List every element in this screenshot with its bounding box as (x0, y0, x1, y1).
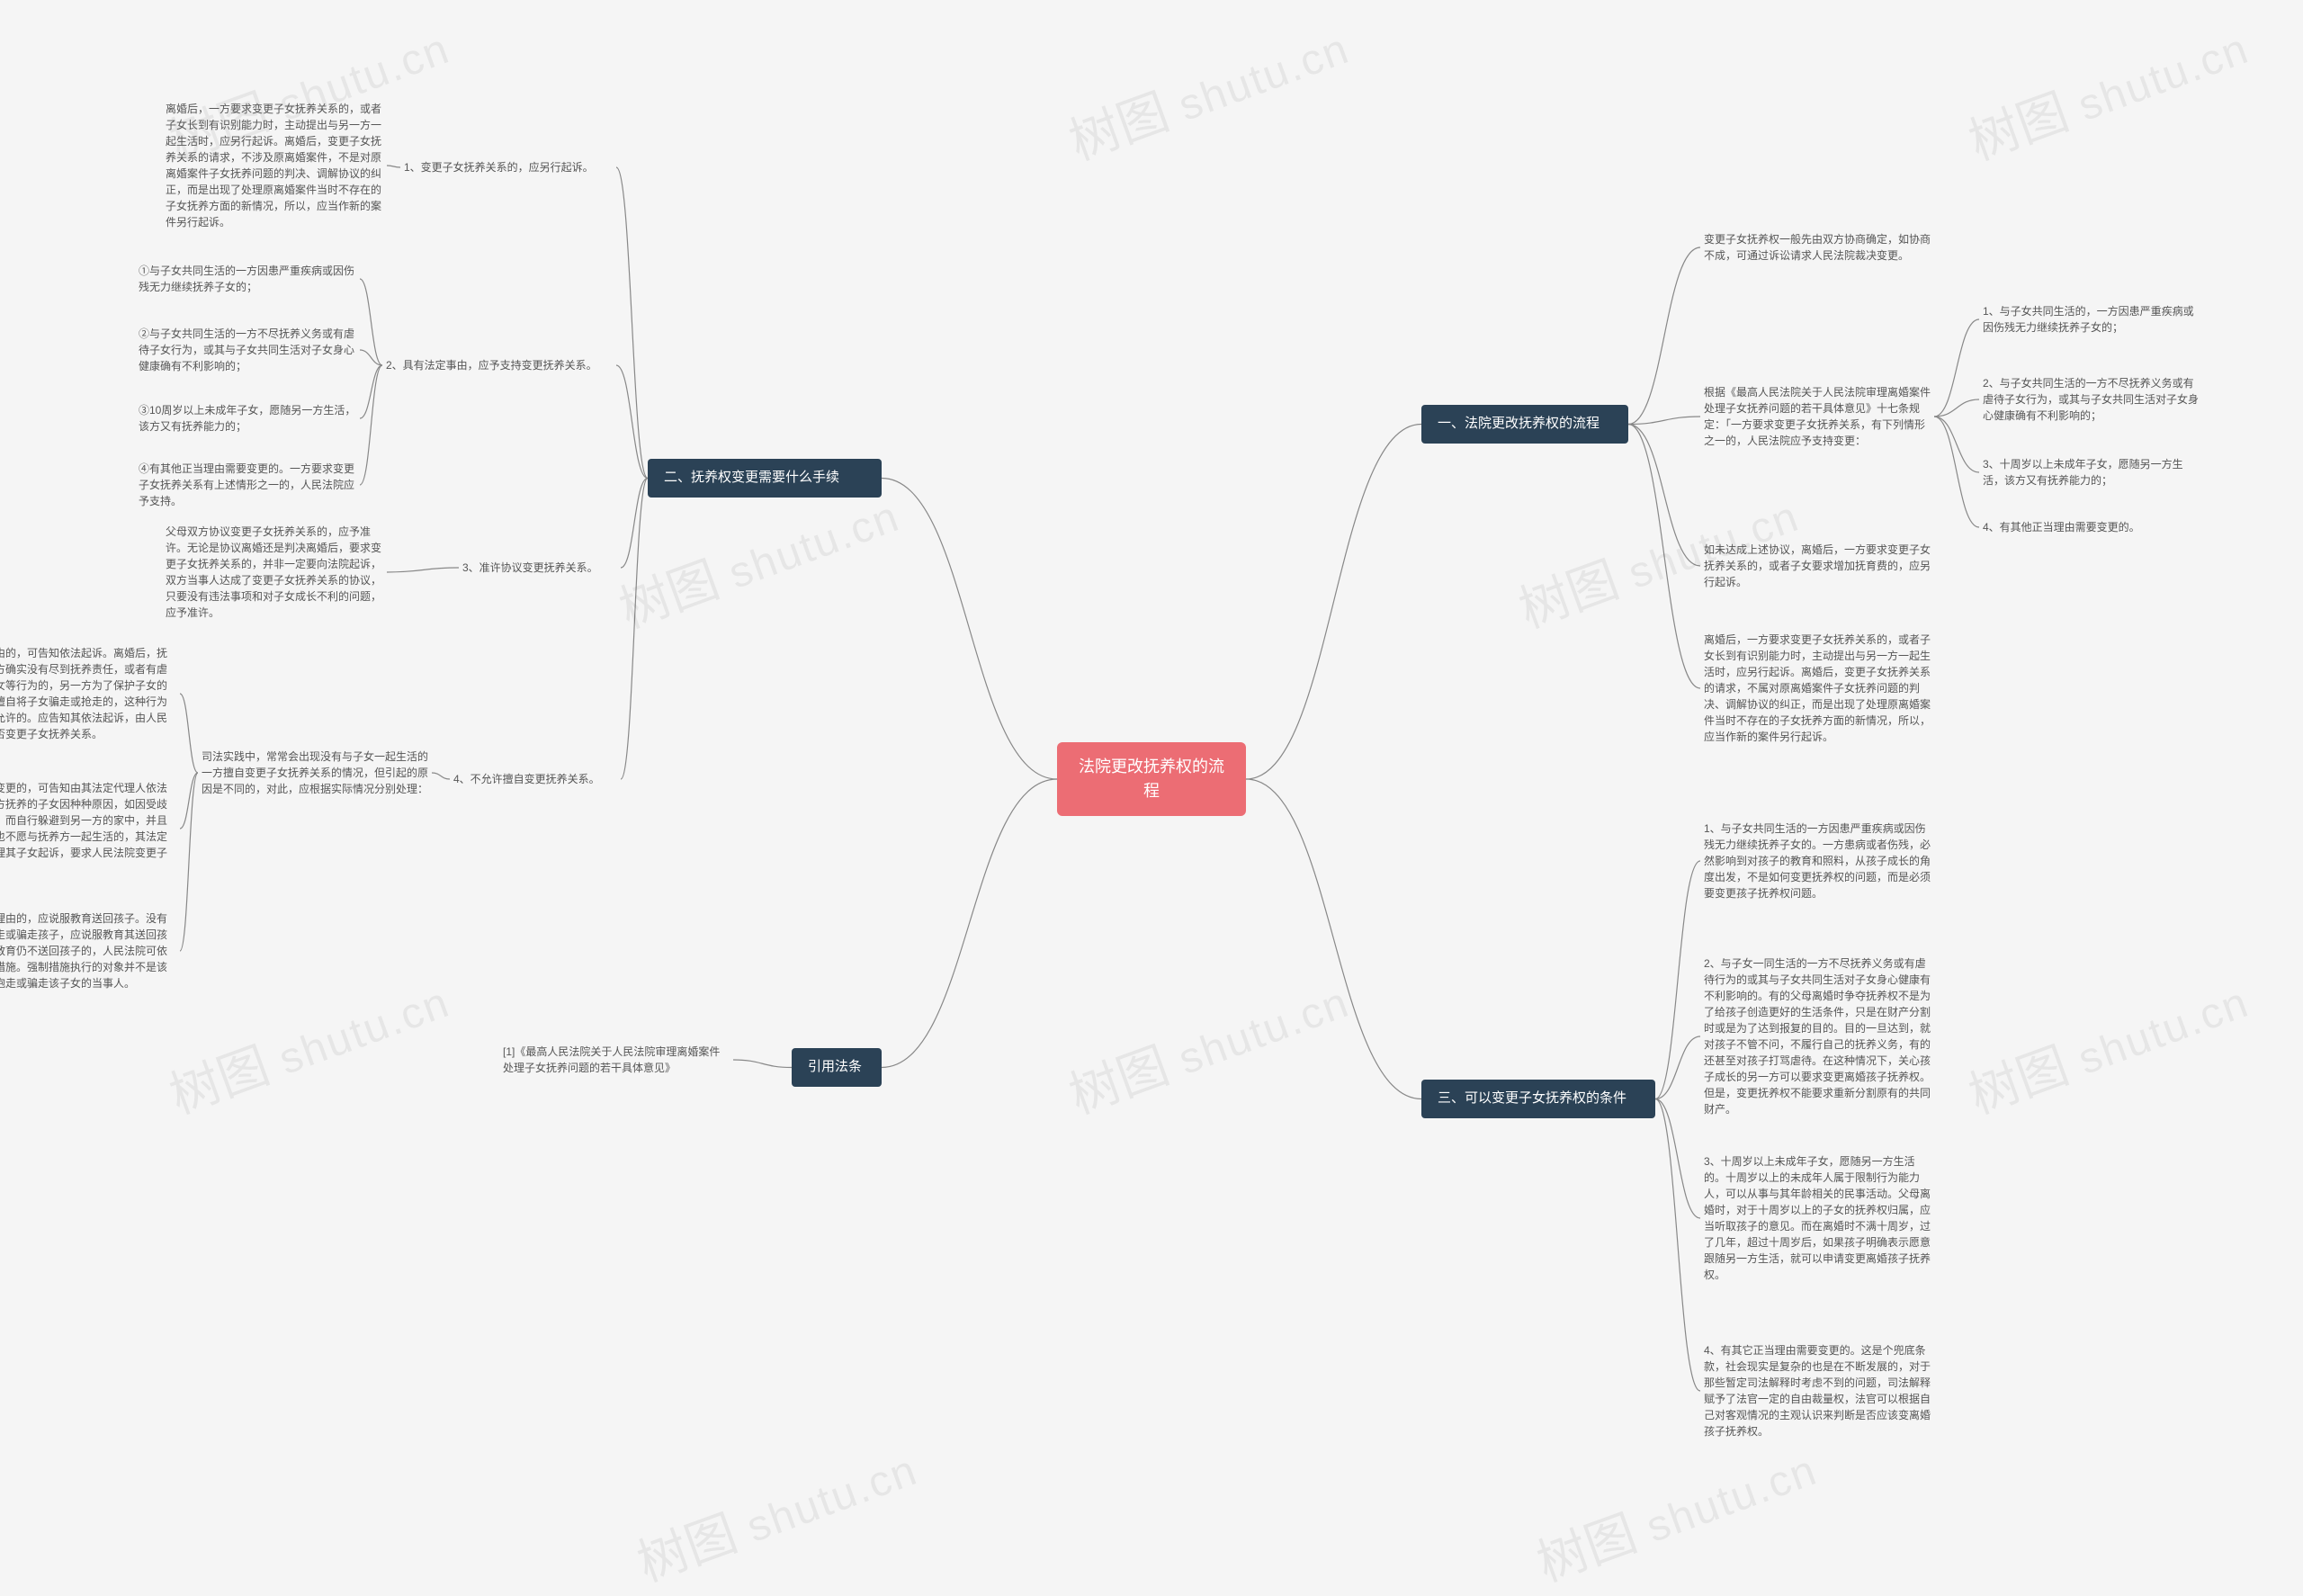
leaf-node: 3、十周岁以上未成年子女，愿随另一方生活的。十周岁以上的未成年人属于限制行为能力… (1700, 1152, 1934, 1285)
leaf-node: 4、有其它正当理由需要变更的。这是个兜底条款，社会现实是复杂的也是在不断发展的，… (1700, 1340, 1934, 1441)
leaf-node: 4、不允许擅自变更抚养关系。 (450, 769, 621, 789)
leaf-node: 如未达成上述协议，离婚后，一方要求变更子女抚养关系的，或者子女要求增加抚育费的，… (1700, 540, 1934, 592)
watermark: 树图 shutu.cn (1058, 6, 1358, 175)
leaf-node: ①有正当理由的，可告知依法起诉。离婚后，抚养子女的一方确实没有尽到抚养责任，或者… (0, 643, 180, 744)
watermark: 树图 shutu.cn (0, 456, 8, 624)
watermark: 树图 shutu.cn (1958, 960, 2257, 1128)
watermark: 树图 shutu.cn (1526, 1428, 1825, 1596)
watermark: 树图 shutu.cn (1058, 960, 1358, 1128)
leaf-node: ①与子女共同生活的一方因患严重疾病或因伤残无力继续抚养子女的； (135, 261, 360, 297)
leaf-node: ③10周岁以上未成年子女，愿随另一方生活，该方又有抚养能力的； (135, 400, 360, 436)
leaf-node: 2、与子女一同生活的一方不尽抚养义务或有虐待行为的或其与子女共同生活对子女身心健… (1700, 954, 1934, 1119)
leaf-node: 变更子女抚养权一般先由双方协商确定，如协商不成，可通过诉讼请求人民法院裁决变更。 (1700, 229, 1934, 265)
leaf-node: 司法实践中，常常会出现没有与子女一起生活的一方擅自变更子女抚养关系的情况，但引起… (198, 747, 432, 799)
leaf-node: 根据《最高人民法院关于人民法院审理离婚案件处理子女抚养问题的若干具体意见》十七条… (1700, 382, 1934, 451)
leaf-node: 离婚后，一方要求变更子女抚养关系的，或者子女长到有识别能力时，主动提出与另一方一… (1700, 630, 1934, 747)
watermark: 树图 shutu.cn (626, 1428, 926, 1596)
leaf-node: 3、十周岁以上未成年子女，愿随另一方生活，该方又有抚养能力的； (1979, 454, 2204, 490)
leaf-node: 2、具有法定事由，应予支持变更抚养关系。 (382, 355, 616, 375)
leaf-node: 1、变更子女抚养关系的，应另行起诉。 (400, 157, 616, 177)
watermark: 树图 shutu.cn (1958, 6, 2257, 175)
leaf-node: ②子女擅自变更的，可告知由其法定代理人依法起诉。受一方抚养的子女因种种原因，如因… (0, 778, 180, 879)
leaf-node: 4、有其他正当理由需要变更的。 (1979, 517, 2204, 537)
leaf-node: 父母双方协议变更子女抚养关系的，应予准许。无论是协议离婚还是判决离婚后，要求变更… (162, 522, 387, 623)
leaf-node: 1、与子女共同生活的一方因患严重疾病或因伤残无力继续抚养子女的。一方患病或者伤残… (1700, 819, 1934, 903)
mindmap-canvas: 树图 shutu.cn 树图 shutu.cn 树图 shutu.cn 树图 shut… (0, 0, 2303, 1557)
branch-node[interactable]: 二、抚养权变更需要什么手续 (648, 459, 882, 498)
leaf-node: ④有其他正当理由需要变更的。一方要求变更子女抚养关系有上述情形之一的，人民法院应… (135, 459, 360, 511)
root-node[interactable]: 法院更改抚养权的流程 (1057, 742, 1246, 816)
leaf-node: ②与子女共同生活的一方不尽抚养义务或有虐待子女行为，或其与子女共同生活对子女身心… (135, 324, 360, 376)
leaf-node: 3、准许协议变更抚养关系。 (459, 558, 621, 578)
leaf-node: [1]《最高人民法院关于人民法院审理离婚案件处理子女抚养问题的若干具体意见》 (499, 1042, 733, 1078)
leaf-node: 1、与子女共同生活的，一方因患严重疾病或因伤残无力继续抚养子女的； (1979, 301, 2204, 337)
watermark: 树图 shutu.cn (0, 1410, 8, 1578)
leaf-node: 2、与子女共同生活的一方不尽抚养义务或有虐待子女行为，或其与子女共同生活对子女身… (1979, 373, 2204, 426)
watermark: 树图 shutu.cn (158, 960, 458, 1128)
branch-node[interactable]: 三、可以变更子女抚养权的条件 (1421, 1080, 1655, 1118)
branch-node[interactable]: 引用法条 (792, 1048, 882, 1087)
leaf-node: 离婚后，一方要求变更子女抚养关系的，或者子女长到有识别能力时，主动提出与另一方一… (162, 99, 387, 232)
watermark: 树图 shutu.cn (608, 474, 908, 642)
leaf-node: ③没有正当理由的，应说服教育送回孩子。没有正当理由抢走或骗走孩子，应说服教育其送… (0, 909, 180, 993)
branch-node[interactable]: 一、法院更改抚养权的流程 (1421, 405, 1628, 444)
